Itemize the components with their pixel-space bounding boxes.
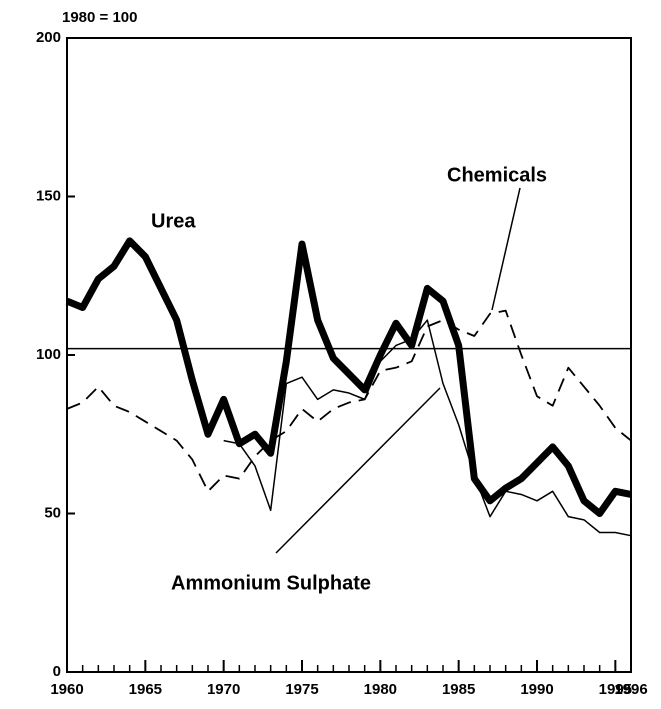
x-tick-label: 1975 xyxy=(285,681,318,698)
pointer xyxy=(491,187,521,311)
series-label: Ammonium Sulphate xyxy=(171,572,371,594)
y-tick-label: 100 xyxy=(36,346,61,363)
x-tick-label: 1995 xyxy=(599,681,632,698)
x-tick-label: 1970 xyxy=(207,681,240,698)
pointer xyxy=(275,387,441,554)
x-tick-label: 1960 xyxy=(50,681,83,698)
y-tick-label: 50 xyxy=(44,504,61,521)
series-line xyxy=(223,319,632,537)
x-tick-label: 1990 xyxy=(520,681,553,698)
y-tick-label: 200 xyxy=(36,29,61,46)
y-tick-label: 0 xyxy=(53,663,61,680)
series-line xyxy=(66,309,632,493)
y-tick-label: 150 xyxy=(36,187,61,204)
series-label: Chemicals xyxy=(447,164,547,186)
unit-label: 1980 = 100 xyxy=(62,9,138,26)
x-tick-label: 1985 xyxy=(442,681,475,698)
x-tick-label: 1996 xyxy=(614,681,647,698)
series-line xyxy=(65,237,632,517)
x-tick-label: 1965 xyxy=(129,681,162,698)
plot: 0 50 100 150 200 1960 1965 1970 1975 1980 1985 1990… xyxy=(36,29,648,698)
x-tick-label: 1980 xyxy=(364,681,397,698)
series-label: Urea xyxy=(151,210,196,232)
